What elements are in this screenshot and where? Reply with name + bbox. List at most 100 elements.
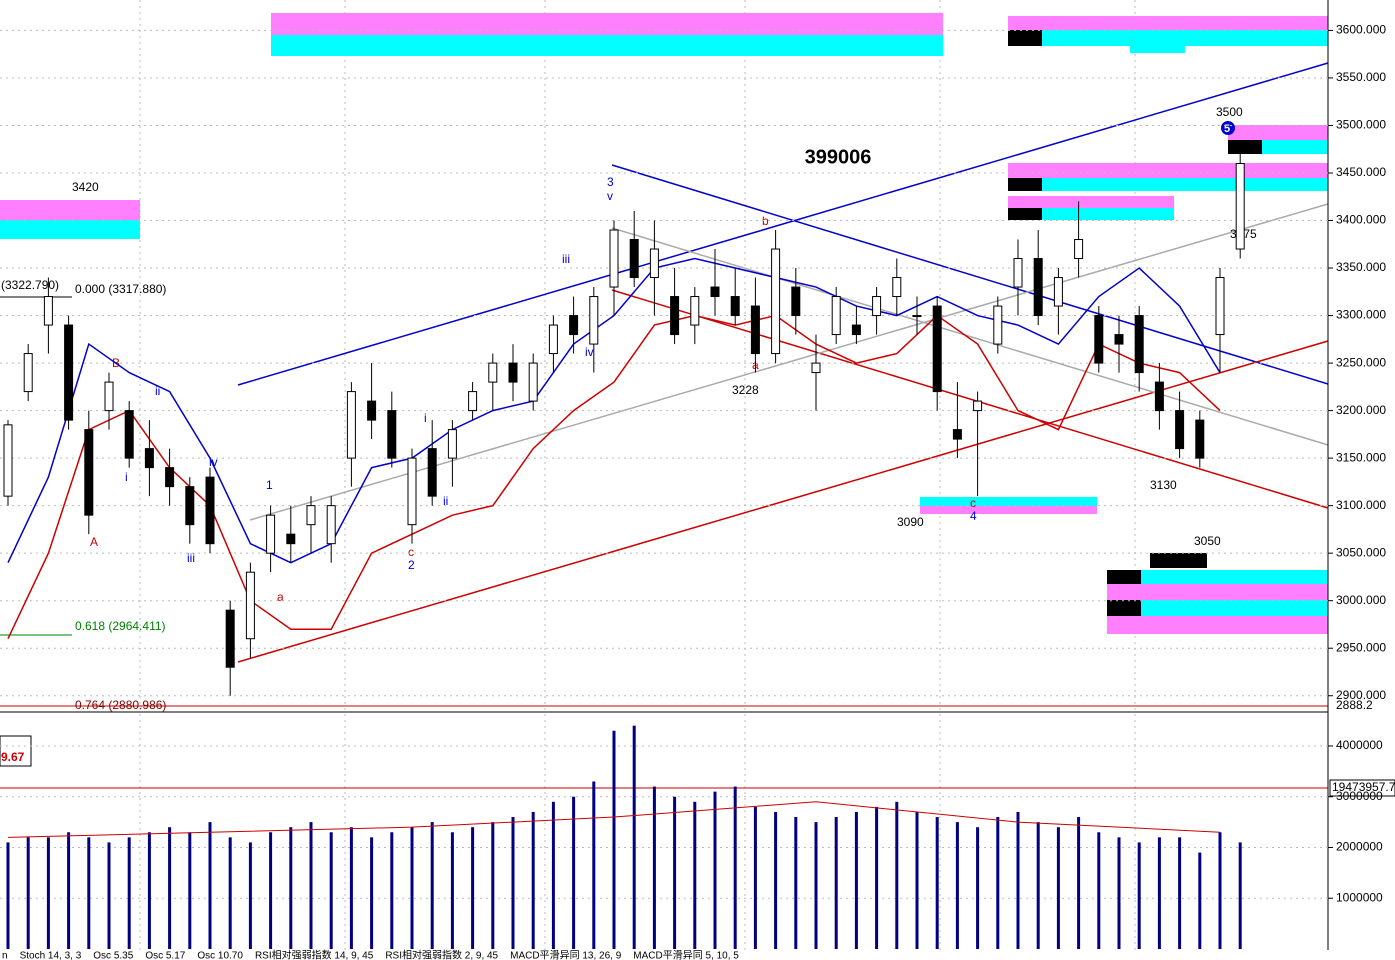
zone <box>1107 584 1328 600</box>
volume-bar <box>26 837 30 949</box>
zone <box>1107 570 1141 584</box>
annotation: 3420 <box>72 180 99 194</box>
volume-bar <box>450 832 454 949</box>
volume-bar <box>693 801 697 949</box>
candle-body <box>245 571 255 640</box>
candle-body <box>811 362 821 374</box>
volume-bar <box>935 817 939 949</box>
candle-body <box>1134 315 1144 374</box>
candle-body <box>993 305 1003 345</box>
tab[interactable]: MACD平滑异同 13, 26, 9 <box>510 950 622 960</box>
y-tick-label: 3500.000 <box>1336 118 1386 132</box>
wave-label: iv <box>585 345 594 359</box>
volume-bar <box>127 837 131 949</box>
y-tick-label: 2900.000 <box>1336 688 1386 702</box>
y-tick-label: 3200.000 <box>1336 403 1386 417</box>
candle-body <box>346 391 356 459</box>
candle-body <box>528 362 538 402</box>
y-tick-label: 3000.000 <box>1336 593 1386 607</box>
candle-body <box>185 486 195 526</box>
y-tick-label: 3000000 <box>1336 789 1383 803</box>
annotation: 0.764 (2880.986) <box>75 698 166 712</box>
candle-body <box>730 296 740 317</box>
volume-bar <box>1097 832 1101 949</box>
tab[interactable]: Osc 10.70 <box>197 951 243 960</box>
wave-label: v <box>607 189 613 203</box>
candle-body <box>1094 315 1104 364</box>
volume-bar <box>531 811 535 949</box>
volume-bar <box>996 817 1000 949</box>
zone <box>271 13 943 35</box>
zone <box>1008 208 1042 220</box>
candle-body <box>205 476 215 545</box>
volume-bar <box>87 837 91 949</box>
candle-body <box>912 315 922 318</box>
candle-body <box>144 448 154 469</box>
tab[interactable]: Stoch 14, 3, 3 <box>20 951 82 960</box>
tab[interactable]: RSI相对强弱指数 14, 9, 45 <box>255 949 374 960</box>
volume-bar <box>491 822 495 949</box>
volume-bar <box>854 811 858 949</box>
candle-body <box>973 400 983 412</box>
volume-bar <box>1198 852 1202 949</box>
y-tick-label: 3250.000 <box>1336 355 1386 369</box>
volume-bar <box>774 811 778 949</box>
zone <box>1107 600 1141 616</box>
volume-bar <box>248 842 252 949</box>
volume-bar <box>1036 822 1040 949</box>
trend-line <box>237 340 1329 663</box>
wave-label: c <box>970 496 976 510</box>
y-tick-label: 3150.000 <box>1336 450 1386 464</box>
candle-body <box>1175 410 1185 450</box>
volume-bar <box>632 725 636 949</box>
volume-bar <box>430 822 434 949</box>
volume-bar <box>834 817 838 949</box>
volume-bar <box>390 832 394 949</box>
annotation: (3322.790) <box>1 278 59 292</box>
zone <box>1008 178 1328 191</box>
candle-body <box>1154 381 1164 412</box>
tab[interactable]: RSI相对强弱指数 2, 9, 45 <box>385 949 498 960</box>
volume-bar <box>410 827 414 949</box>
trend-line <box>611 289 1329 509</box>
zone <box>1107 616 1328 634</box>
volume-bar <box>471 827 475 949</box>
volume-bar <box>915 811 919 949</box>
tab[interactable]: n <box>2 951 8 960</box>
zone <box>1008 178 1042 191</box>
wave-label: c <box>408 545 414 559</box>
volume-bar <box>1157 837 1161 949</box>
candle-body <box>649 248 659 279</box>
volume-bar <box>592 781 596 949</box>
volume-bar <box>349 827 353 949</box>
value-box <box>1329 779 1395 797</box>
volume-bar <box>572 796 576 949</box>
candle-body <box>468 391 478 412</box>
candle-body <box>367 400 377 421</box>
zone <box>1228 125 1328 140</box>
candle-body <box>670 296 680 336</box>
volume-bar <box>1238 842 1242 949</box>
wave-label: iii <box>187 551 195 565</box>
candle-body <box>589 296 599 345</box>
y-tick-label: 1000000 <box>1336 890 1383 904</box>
tab[interactable]: Osc 5.35 <box>93 951 133 960</box>
annotation: 3500 <box>1216 105 1243 119</box>
zone <box>1130 46 1185 53</box>
zone <box>1008 30 1328 46</box>
zone <box>271 35 943 56</box>
wave-label: 2 <box>408 558 415 572</box>
value-label: 9.67 <box>1 750 25 764</box>
candle-body <box>1114 334 1124 345</box>
y-tick-label: 3600.000 <box>1336 23 1386 37</box>
tab[interactable]: MACD平滑异同 5, 10, 5 <box>633 950 739 960</box>
candle-body <box>569 315 579 336</box>
volume-bar <box>551 801 555 949</box>
candle-body <box>266 514 276 554</box>
volume-bar <box>188 832 192 949</box>
y-tick-label: 2950.000 <box>1336 640 1386 654</box>
tab[interactable]: Osc 5.17 <box>145 951 185 960</box>
volume-bar <box>46 837 50 949</box>
candle-body <box>1053 277 1063 307</box>
candle-body <box>791 286 801 317</box>
